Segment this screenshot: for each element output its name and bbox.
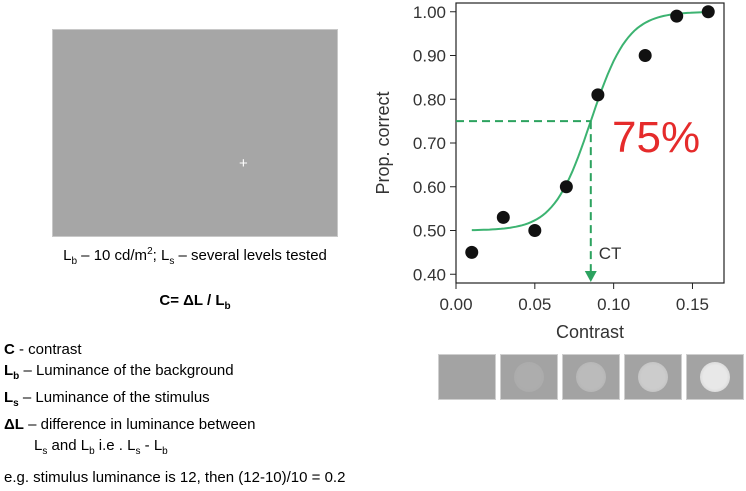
cont-and: and L (47, 437, 90, 454)
definition-sub: b (13, 371, 20, 382)
caption-ls-letter: L (160, 247, 170, 264)
definition-continuation: Ls and Lb i.e . Ls - Lb (4, 435, 256, 462)
definition-text: – Luminance of the stimulus (18, 389, 210, 406)
stimulus-disc (638, 362, 668, 392)
data-point (701, 5, 715, 19)
caption-semi: ; (152, 247, 161, 264)
cont-s1: s (42, 446, 48, 457)
y-tick-label: 1.00 (413, 3, 446, 22)
definition-row: ΔL – difference in luminance between (4, 414, 256, 435)
stimulus-disc (452, 362, 482, 392)
y-tick-label: 0.40 (413, 265, 446, 284)
definition-text: - contrast (14, 341, 82, 358)
definition-sub: s (13, 398, 19, 409)
annotation-75-percent: 75% (612, 113, 700, 162)
y-tick-label: 0.50 (413, 222, 446, 241)
x-tick-label: 0.10 (597, 295, 630, 314)
y-axis-label: Prop. correct (373, 91, 393, 194)
cont-minus: - L (140, 437, 163, 454)
data-point (465, 245, 479, 259)
data-point (670, 9, 684, 23)
caption-lb-rest: – 10 cd/m (77, 247, 148, 264)
x-axis-label: Contrast (556, 322, 624, 342)
data-point (528, 224, 542, 237)
y-tick-label: 0.70 (413, 134, 446, 153)
definition-row: C - contrast (4, 339, 256, 360)
cont-s2: b (89, 446, 95, 457)
data-point (559, 180, 573, 194)
stimulus-disc (514, 362, 544, 392)
stimulus-swatch (686, 354, 744, 400)
definition-term: C (4, 341, 15, 358)
fixation-cross: + (239, 155, 248, 172)
stimulus-swatch (438, 354, 496, 400)
cont-s3: s (135, 446, 141, 457)
data-point (638, 49, 652, 62)
psychometric-chart: 0.40 0.50 0.60 0.70 0.80 0.90 1.00 0.00 0.05 0.10… (373, 2, 725, 342)
threshold-label: CT (599, 244, 622, 263)
caption-ls-sub: s (169, 256, 175, 267)
stimulus-swatch (624, 354, 682, 400)
stimulus-caption: Lb – 10 cd/m2; Ls – several levels teste… (30, 246, 360, 267)
definition-term: L (4, 389, 14, 406)
definition-row: Ls – Luminance of the stimulus (4, 387, 256, 414)
contrast-formula: C= ΔL / Lb (30, 292, 360, 312)
stimulus-disc (576, 362, 606, 392)
stimulus-disc (700, 362, 730, 392)
stimulus-swatch (500, 354, 558, 400)
definition-text: – Luminance of the background (19, 362, 234, 379)
threshold-arrowhead (584, 271, 597, 282)
definition-text: – difference in luminance between (23, 416, 256, 433)
caption-lb-letter: L (63, 247, 72, 264)
stimulus-swatch (562, 354, 620, 400)
x-tick-label: 0.05 (518, 295, 551, 314)
formula-main: C= ΔL / L (159, 292, 225, 309)
y-tick-label: 0.60 (413, 178, 446, 197)
cont-s4: b (162, 446, 168, 457)
definitions-list: C - contrast Lb – Luminance of the backg… (4, 339, 256, 462)
caption-ls-rest: – several levels tested (174, 247, 327, 264)
y-tick-label: 0.90 (413, 47, 446, 66)
data-point (591, 88, 605, 102)
y-tick-label: 0.80 (413, 90, 446, 109)
definition-row: Lb – Luminance of the background (4, 360, 256, 387)
x-tick-label: 0.00 (439, 295, 472, 314)
definition-term: L (4, 362, 14, 379)
data-point (496, 210, 510, 224)
formula-sub: b (224, 301, 231, 312)
x-tick-label: 0.15 (676, 295, 709, 314)
caption-lb-sub: b (71, 256, 78, 267)
example-text: e.g. stimulus luminance is 12, then (12-… (4, 469, 346, 486)
cont-ie: i.e . L (94, 437, 136, 454)
cont-l1: L (34, 437, 43, 454)
caption-sq: 2 (147, 246, 153, 257)
stimulus-display: + (52, 29, 338, 237)
definition-term: ΔL (4, 416, 24, 433)
